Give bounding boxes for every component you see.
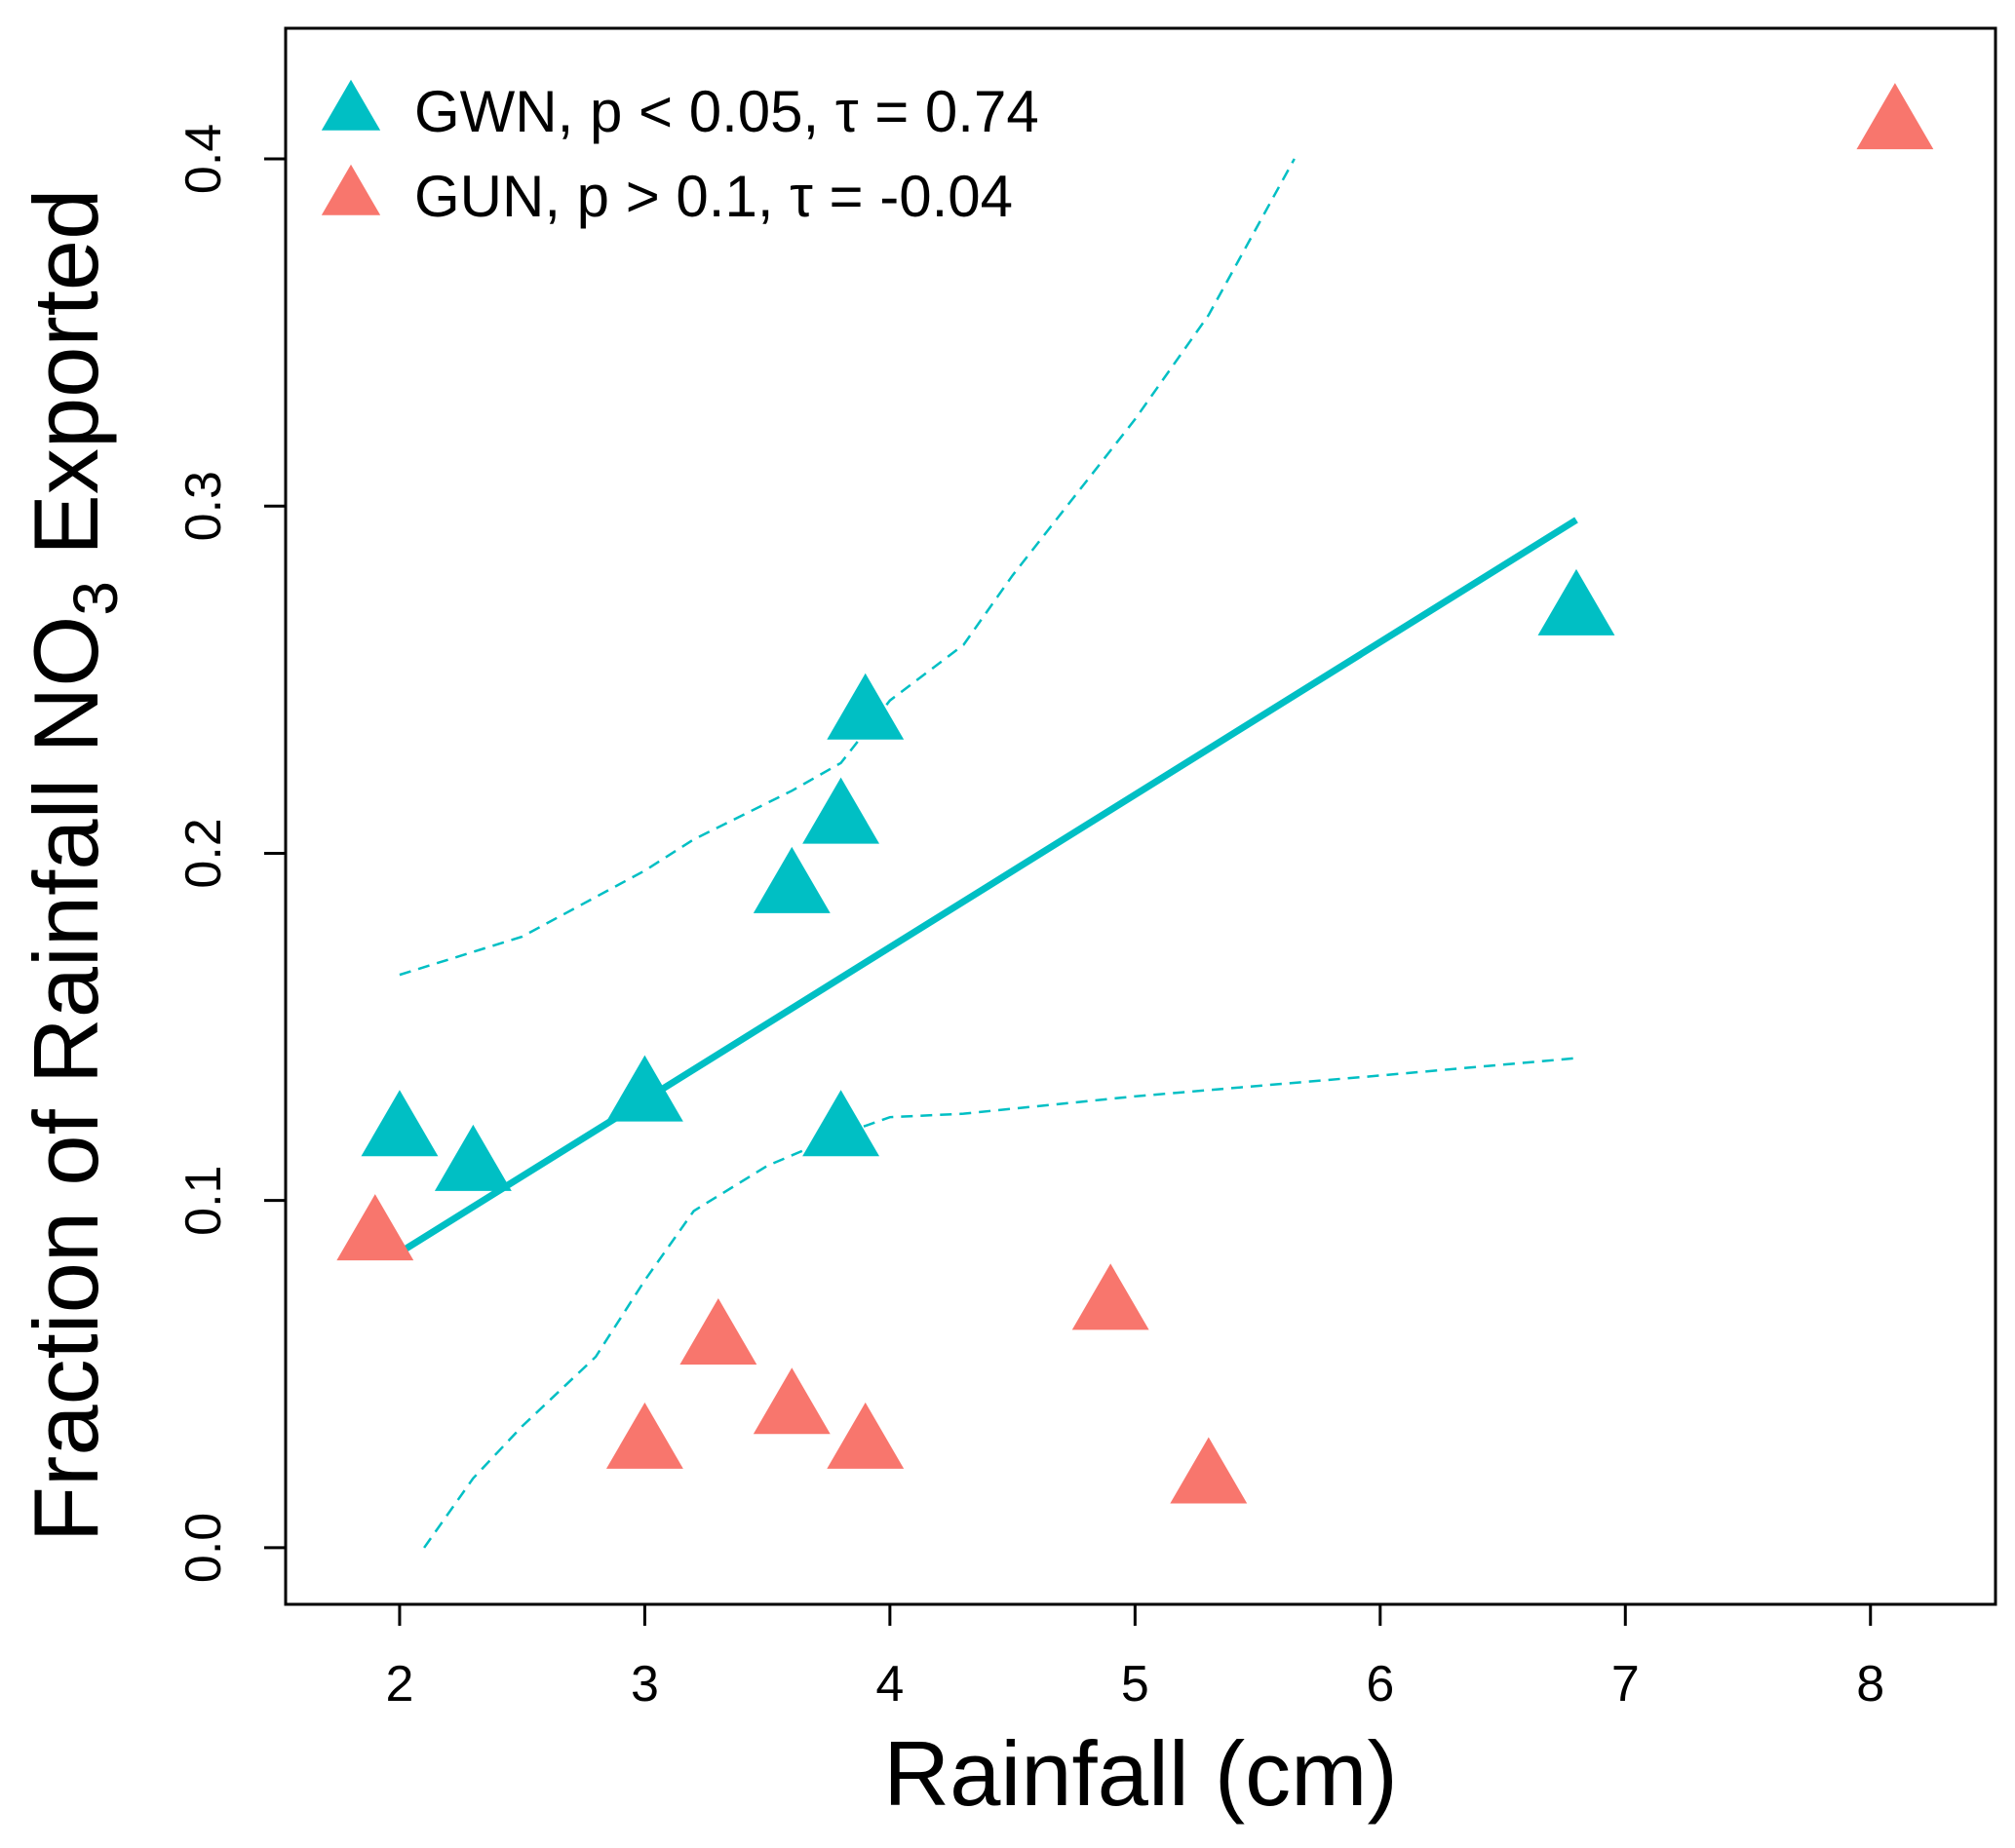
- fit-line: [398, 517, 1578, 1256]
- x-tick-label: 8: [1856, 1656, 1884, 1713]
- x-tick-label: 3: [631, 1656, 659, 1713]
- x-tick-label: 6: [1366, 1656, 1394, 1713]
- x-tick-label: 5: [1121, 1656, 1149, 1713]
- data-point-gun: [679, 1298, 757, 1366]
- data-point-gwn: [361, 1090, 439, 1157]
- x-axis-title: Rainfall (cm): [883, 1722, 1398, 1825]
- data-point-gwn: [605, 1055, 683, 1122]
- y-tick-label: 0.2: [175, 818, 232, 888]
- data-point-gwn: [802, 1090, 880, 1157]
- data-point-gun: [336, 1194, 414, 1261]
- data-point-gun: [1170, 1437, 1248, 1504]
- y-axis-title-end: Exported: [15, 189, 117, 581]
- y-axis-title-subscript: 3: [60, 581, 131, 616]
- data-point-gun: [753, 1367, 831, 1435]
- confidence-bands: [399, 158, 1577, 1549]
- y-axis-title: Fraction of Rainfall NO3 Exported: [15, 189, 131, 1543]
- upper-confidence-line: [399, 158, 1296, 977]
- data-point-gun: [827, 1402, 905, 1469]
- data-point-gwn: [753, 846, 831, 913]
- legend-label-gwn: GWN, p < 0.05, τ = 0.74: [414, 79, 1039, 144]
- legend-marker-gun: [321, 164, 381, 215]
- data-point-gwn: [802, 777, 880, 844]
- y-tick-label: 0.0: [175, 1513, 232, 1583]
- x-tick-label: 2: [385, 1656, 413, 1713]
- y-axis: 0.0 0.1 0.2 0.3 0.4: [175, 124, 288, 1583]
- y-axis-title-main: Fraction of Rainfall NO: [15, 616, 117, 1543]
- fit-line-group: [398, 517, 1578, 1256]
- data-point-gun: [605, 1402, 683, 1469]
- data-point-gwn: [1537, 568, 1615, 635]
- legend: GWN, p < 0.05, τ = 0.74 GUN, p > 0.1, τ …: [321, 79, 1039, 229]
- data-points: [336, 83, 1934, 1504]
- data-point-gwn: [434, 1124, 512, 1191]
- x-axis: 2 3 4 5 6 7 8: [385, 1602, 1884, 1713]
- legend-label-gun: GUN, p > 0.1, τ = -0.04: [414, 164, 1013, 229]
- plot-frame: [284, 26, 1997, 1606]
- legend-marker-gwn: [321, 79, 381, 131]
- data-point-gwn: [827, 673, 905, 740]
- data-point-gun: [1856, 83, 1934, 150]
- lower-confidence-line: [423, 1057, 1577, 1549]
- data-point-gun: [1071, 1263, 1149, 1330]
- x-tick-label: 4: [875, 1656, 904, 1713]
- y-tick-label: 0.4: [175, 124, 232, 194]
- x-tick-label: 7: [1611, 1656, 1640, 1713]
- y-tick-label: 0.1: [175, 1166, 232, 1236]
- y-tick-label: 0.3: [175, 471, 232, 541]
